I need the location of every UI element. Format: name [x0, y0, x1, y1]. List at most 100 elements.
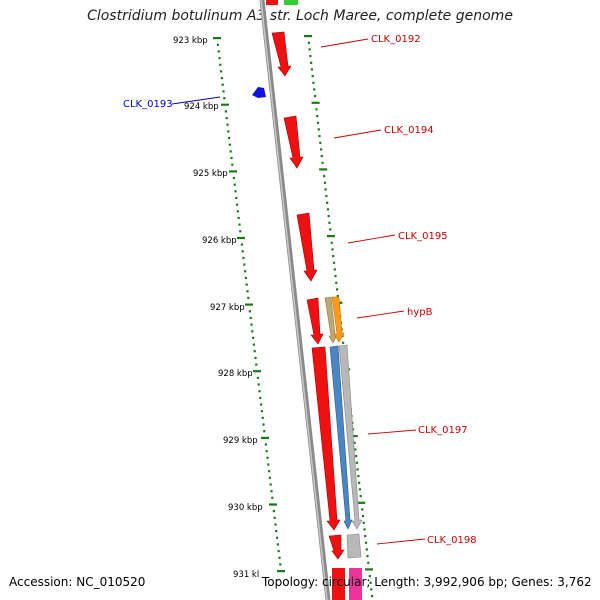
outer-track-minor-tick [326, 208, 329, 211]
outer-track-minor-tick [364, 535, 367, 538]
outer-track-minor-tick [311, 75, 314, 78]
gene-top-partial-red[interactable] [266, 0, 278, 5]
inner-track-major-tick [213, 37, 221, 40]
outer-track-minor-tick [366, 555, 369, 558]
inner-track-minor-tick [236, 203, 239, 206]
outer-track-major-tick [319, 168, 328, 171]
gene-label-clk-0195[interactable]: CLK_0195 [398, 231, 448, 242]
inner-track-minor-tick [237, 216, 240, 220]
tick-label-931: 931 kl [233, 570, 259, 580]
outer-track-minor-tick [323, 175, 326, 178]
outer-track-minor-tick [363, 528, 366, 531]
gene-label-clk-0197[interactable]: CLK_0197 [418, 425, 468, 436]
outer-track-major-tick [311, 101, 320, 104]
inner-track-minor-tick [228, 143, 231, 146]
gene-top-partial-green[interactable] [284, 0, 298, 5]
inner-track-minor-tick [240, 243, 243, 246]
outer-track-minor-tick [370, 588, 373, 591]
outer-track-minor-tick [316, 121, 320, 124]
gene-label-clk-0192[interactable]: CLK_0192 [371, 34, 421, 45]
outer-track-minor-tick [315, 108, 318, 111]
outer-track-minor-tick [361, 515, 365, 518]
inner-track-minor-tick [230, 156, 233, 160]
inner-track-minor-tick [260, 410, 263, 413]
outer-track-minor-tick [325, 195, 328, 198]
gene-bottom-partial-red[interactable] [332, 568, 345, 600]
inner-track-minor-tick [256, 376, 259, 379]
inner-track-minor-tick [248, 310, 251, 313]
inner-track-minor-tick [259, 396, 262, 399]
gene-arrow-clk-0192[interactable] [271, 31, 292, 77]
genome-backbone-highlight [260, 0, 328, 600]
inner-track-minor-tick [279, 563, 282, 566]
inner-track-major-tick [245, 303, 253, 306]
outer-track-minor-tick [321, 161, 324, 164]
gene-label-clk-0198[interactable]: CLK_0198 [427, 535, 477, 546]
gene-arrow-clk-0197[interactable] [311, 346, 341, 531]
inner-track-minor-tick [277, 550, 280, 553]
outer-track-minor-tick [328, 221, 331, 224]
outer-track-minor-tick [354, 448, 357, 451]
inner-track-minor-tick [236, 210, 239, 213]
inner-track-minor-tick [252, 343, 255, 346]
gene-label-clk-0193[interactable]: CLK_0193 [123, 99, 173, 110]
outer-track-minor-tick [365, 548, 368, 551]
inner-track-minor-tick [260, 403, 263, 406]
tick-label-926: 926 kbp [202, 236, 237, 246]
outer-track-minor-tick [317, 128, 320, 131]
inner-track-minor-tick [223, 97, 226, 100]
outer-track-minor-tick [319, 141, 322, 144]
gene-label-clk-0194[interactable]: CLK_0194 [384, 125, 434, 136]
genome-summary-text: Topology: circular; Length: 3,992,906 bp… [262, 575, 592, 589]
gene-arrow-hypb[interactable] [331, 296, 345, 343]
inner-track-major-tick [253, 370, 261, 373]
inner-track-minor-tick [244, 270, 247, 273]
outer-track-minor-tick [367, 561, 370, 564]
gene-bottom-partial-pink[interactable] [349, 568, 362, 600]
outer-track-minor-tick [358, 481, 361, 484]
gene-arrow-clk-0193[interactable] [252, 87, 266, 98]
outer-track-minor-tick [313, 88, 316, 91]
inner-track-minor-tick [253, 350, 256, 353]
inner-track-minor-tick [250, 323, 253, 326]
inner-track-minor-tick [242, 256, 245, 260]
gene-arrow-clk-0198[interactable] [328, 534, 345, 560]
inner-track-minor-tick [216, 43, 219, 46]
gene-arrow-clk-0194[interactable] [283, 115, 304, 169]
inner-track-minor-tick [229, 150, 232, 153]
inner-track-minor-tick [267, 463, 270, 466]
inner-track-minor-tick [217, 50, 220, 53]
inner-track-minor-tick [234, 190, 237, 193]
gene-arrow-tan-927[interactable] [324, 296, 338, 344]
inner-track-minor-tick [241, 250, 244, 253]
gene-arrow-red-927[interactable] [306, 297, 324, 345]
gene-arrow-grey-929[interactable] [338, 344, 363, 530]
outer-track-minor-tick [355, 455, 358, 458]
inner-track-major-tick [269, 503, 277, 506]
inner-track-minor-tick [224, 110, 227, 113]
gene-arrow-blue-929[interactable] [329, 345, 353, 530]
inner-track-minor-tick [262, 423, 265, 426]
inner-track-minor-tick [254, 356, 257, 359]
tick-label-930: 930 kbp [228, 503, 263, 513]
gene-arrow-grey-930[interactable] [346, 533, 362, 559]
inner-track-minor-tick [268, 470, 271, 473]
inner-track-major-tick [277, 570, 285, 573]
inner-track-minor-tick [255, 363, 258, 366]
inner-track-minor-tick [271, 496, 274, 499]
gene-label-hypb[interactable]: hypB [407, 307, 433, 318]
genome-backbone [259, 0, 331, 600]
outer-track-minor-tick [310, 61, 313, 64]
outer-track-minor-tick [330, 241, 333, 244]
outer-track-minor-tick [316, 115, 319, 118]
outer-track-minor-tick [310, 68, 313, 71]
inner-track-minor-tick [239, 230, 242, 233]
outer-track-minor-tick [332, 261, 336, 264]
inner-track-minor-tick [243, 263, 246, 266]
gene-arrow-clk-0195[interactable] [296, 212, 318, 282]
inner-track-minor-tick [233, 183, 236, 186]
tick-label-928: 928 kbp [218, 369, 253, 379]
inner-track-minor-tick [246, 290, 249, 293]
inner-track-minor-tick [269, 483, 272, 486]
